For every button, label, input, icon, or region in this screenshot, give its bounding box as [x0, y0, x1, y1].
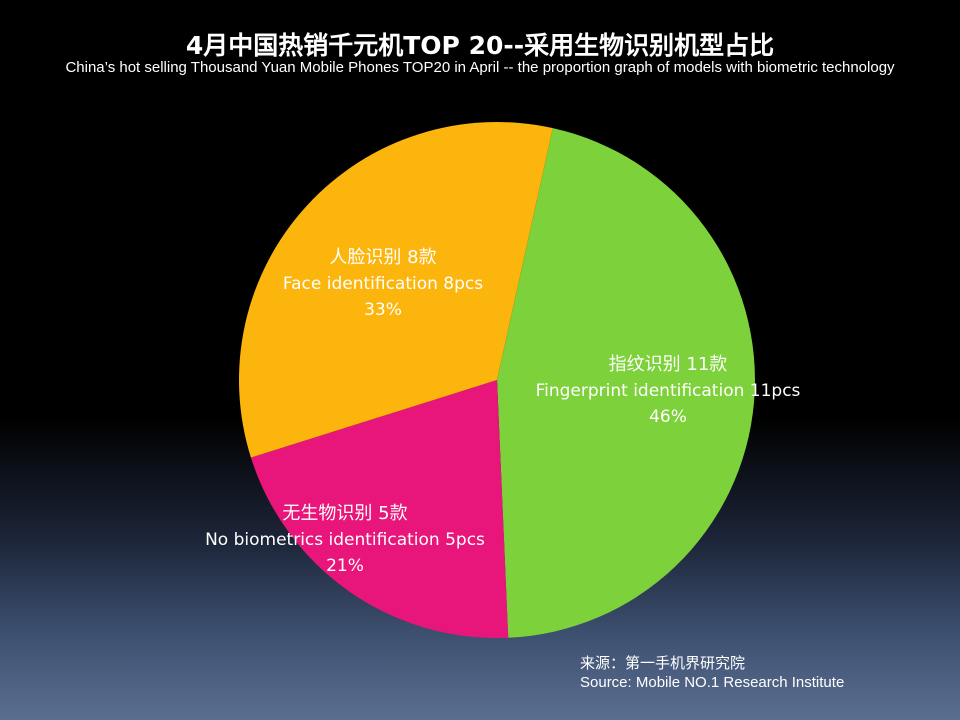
- pie-label-2-label-cn: 人脸识别 8款: [329, 247, 436, 268]
- chart-subtitle: China’s hot selling Thousand Yuan Mobile…: [65, 59, 895, 76]
- pie-label-1-label-en: No biometrics identification 5pcs: [205, 530, 485, 550]
- pie-label-1-label-cn: 无生物识别 5款: [282, 503, 407, 524]
- chart-title: 4月中国热销千元机TOP 20--采用生物识别机型占比: [185, 31, 775, 60]
- pie-slice-2: [239, 122, 553, 458]
- pie-label-2-label-pct: 33%: [364, 300, 402, 320]
- pie-label-0-label-cn: 指纹识别 11款: [609, 354, 728, 375]
- pie-label-1-label-pct: 21%: [326, 556, 364, 576]
- pie-label-0-label-pct: 46%: [649, 407, 687, 427]
- pie-label-2-label-en: Face identification 8pcs: [283, 274, 483, 294]
- source-cn: 来源：第一手机界研究院: [580, 655, 746, 672]
- pie-label-0-label-en: Fingerprint identification 11pcs: [536, 381, 801, 401]
- source-note: 来源：第一手机界研究院 Source: Mobile NO.1 Research…: [580, 654, 844, 692]
- source-en: Source: Mobile NO.1 Research Institute: [580, 674, 845, 691]
- pie-slice-1: [250, 380, 509, 638]
- pie-slice-0: [497, 128, 755, 638]
